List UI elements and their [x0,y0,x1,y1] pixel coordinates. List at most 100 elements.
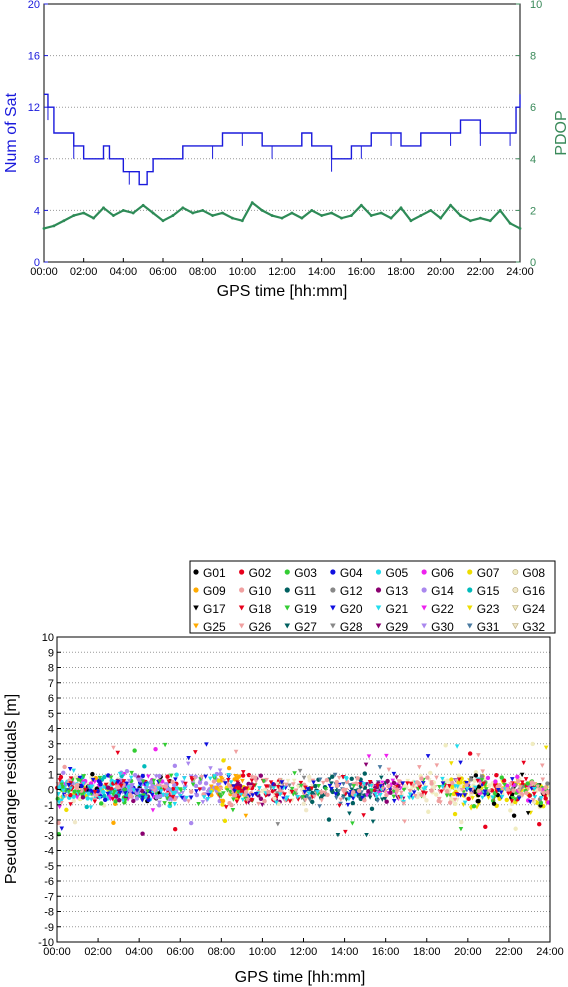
scatter-point [188,795,194,800]
scatter-point [130,783,135,788]
y-tick-label: -6 [44,876,54,888]
pdop-point [419,214,423,217]
legend-marker [284,587,290,593]
scatter-point [343,829,348,835]
scatter-point [232,789,237,794]
pdop-point [379,211,383,215]
pdop-point [211,214,214,217]
y-tick-label: -7 [44,891,54,903]
x-tick-label: 10:00 [249,946,277,958]
scatter-point [350,796,356,801]
scatter-point [59,826,65,831]
scatter-point [380,780,385,785]
legend-marker [421,587,427,593]
scatter-point [352,793,358,798]
scatter-point [346,792,352,797]
scatter-point [151,788,157,794]
y-tick-label: 20 [28,0,40,11]
scatter-point [101,789,106,795]
scatter-point [134,788,140,793]
scatter-point [384,799,389,804]
scatter-point [486,789,492,794]
scatter-point [504,797,509,803]
scatter-point [163,784,168,789]
scatter-point [245,798,250,803]
scatter-point [285,778,291,784]
scatter-point [214,785,219,790]
scatter-point [425,775,430,780]
pdop-point [250,201,254,205]
scatter-point [186,799,191,804]
scatter-point [88,805,94,810]
scatter-point [156,794,161,799]
pdop-point [469,219,472,223]
scatter-point [157,779,162,784]
scatter-point [92,790,98,795]
scatter-point [335,784,341,789]
scatter-points [55,741,551,838]
legend-marker [284,623,291,629]
pdop-point [112,214,115,217]
scatter-point [204,742,209,747]
scatter-point [197,787,203,792]
y-tick-label: 2 [48,754,54,766]
y-tick-label: 1 [48,769,54,781]
scatter-point [274,800,279,805]
scatter-point [406,795,412,800]
legend-label: G15 [477,584,500,598]
scatter-point [386,783,391,789]
scatter-point [424,798,429,803]
scatter-point [115,785,120,790]
scatter-point [193,783,199,789]
scatter-point [212,774,217,779]
scatter-point [226,784,232,789]
scatter-point [186,756,191,761]
scatter-point [530,741,535,747]
scatter-point [243,796,248,802]
scatter-point [367,795,373,800]
scatter-point [126,778,132,784]
scatter-point [101,785,107,790]
y2-tick-label: 2 [530,205,536,217]
pdop-point [518,227,522,230]
legend-label: G26 [249,620,272,634]
scatter-point [60,788,66,793]
y-tick-label: 4 [34,205,40,217]
scatter-point [164,796,170,801]
legend-marker [375,605,382,611]
scatter-point [429,788,434,793]
scatter-point [537,822,542,827]
scatter-point [378,784,383,789]
scatter-point [525,781,530,786]
legend-label: G11 [294,584,316,598]
scatter-point [455,784,460,789]
scatter-point [470,796,475,801]
scatter-point [295,794,300,800]
scatter-point [68,802,73,807]
scatter-point [521,760,526,766]
scatter-point [499,775,504,780]
scatter-point [368,783,374,789]
scatter-point [437,784,442,790]
scatter-point [138,782,143,787]
scatter-point [188,820,194,826]
scatter-point [260,802,265,807]
scatter-point [234,799,240,804]
scatter-point [313,783,318,789]
scatter-point [364,832,369,838]
scatter-point [126,785,131,790]
scatter-point [268,784,274,790]
legend-marker [512,569,519,575]
scatter-point [414,780,420,785]
scatter-point [289,786,295,792]
scatter-point [301,801,306,807]
legend-label: G05 [386,566,409,580]
scatter-point [178,788,184,793]
x-axis-label: GPS time [hh:mm] [217,283,348,300]
y-tick-label: -3 [44,830,54,842]
scatter-point [439,789,444,794]
legend-label: G09 [203,584,226,598]
scatter-point [123,798,128,803]
scatter-point [226,765,232,771]
scatter-point [295,797,301,802]
